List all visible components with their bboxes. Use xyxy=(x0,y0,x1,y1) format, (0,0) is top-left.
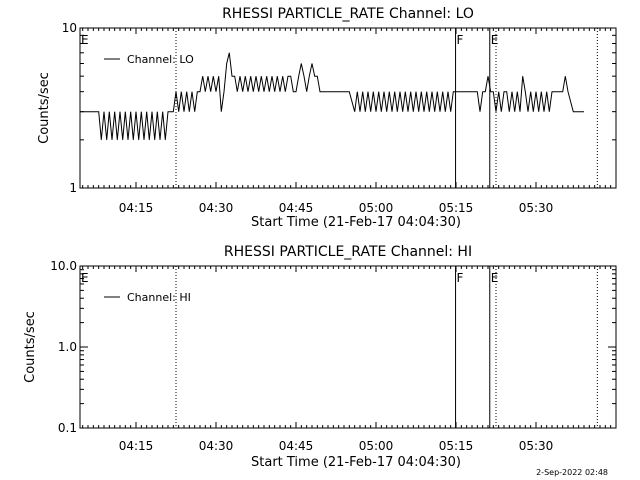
chart-title: RHESSI PARTICLE_RATE Channel: HI xyxy=(224,244,472,260)
x-tick-label: 04:15 xyxy=(119,201,154,215)
x-tick-label: 04:15 xyxy=(119,439,154,453)
x-tick-label: 04:45 xyxy=(279,201,314,215)
x-tick-label: 05:30 xyxy=(519,201,554,215)
x-tick-label: 05:30 xyxy=(519,439,554,453)
chart-title: RHESSI PARTICLE_RATE Channel: LO xyxy=(222,6,474,22)
y-axis-label: Counts/sec xyxy=(23,311,38,383)
x-tick-label: 05:00 xyxy=(359,439,394,453)
series-line xyxy=(80,52,584,140)
annotation-label: F xyxy=(457,271,464,285)
x-axis-label: Start Time (21-Feb-17 04:04:30) xyxy=(251,455,461,470)
y-tick-label: 0.1 xyxy=(58,421,77,435)
plot-frame xyxy=(79,27,617,189)
footer-timestamp: 2-Sep-2022 02:48 xyxy=(536,468,608,477)
x-tick-label: 05:15 xyxy=(439,201,474,215)
annotation-label: E xyxy=(491,271,499,285)
x-tick-label: 04:30 xyxy=(199,201,234,215)
legend-label: Channel: HI xyxy=(127,291,191,304)
x-tick-label: 04:45 xyxy=(279,439,314,453)
legend-label: Channel: LO xyxy=(127,53,194,66)
annotation-label: E xyxy=(491,33,499,47)
y-tick-label: 1.0 xyxy=(58,340,77,354)
x-tick-label: 04:30 xyxy=(199,439,234,453)
y-tick-label: 10.0 xyxy=(50,259,77,273)
x-tick-label: 05:15 xyxy=(439,439,474,453)
y-axis-label: Counts/sec xyxy=(37,72,52,144)
x-tick-label: 05:00 xyxy=(359,201,394,215)
y-tick-label: 1 xyxy=(69,181,77,195)
annotation-label: E xyxy=(81,33,89,47)
y-tick-label: 10 xyxy=(62,21,77,35)
annotation-label: F xyxy=(457,33,464,47)
annotation-label: E xyxy=(81,271,89,285)
x-axis-label: Start Time (21-Feb-17 04:04:30) xyxy=(251,215,461,230)
